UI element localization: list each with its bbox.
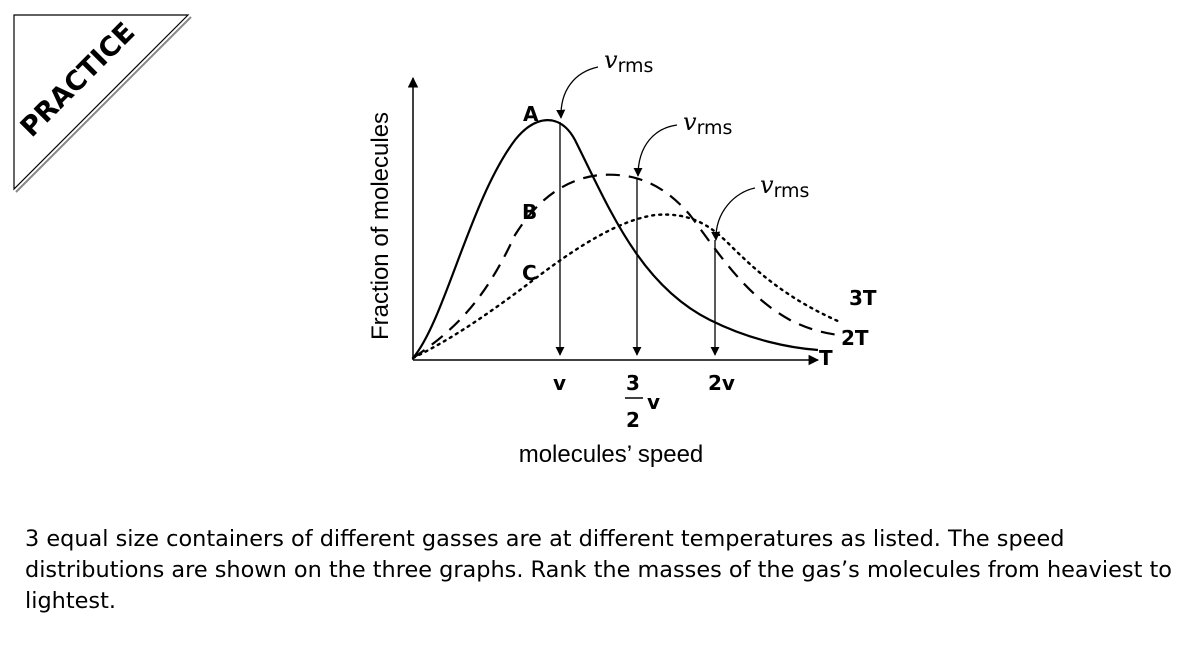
curve-a-solid [412, 119, 819, 359]
vrms-label-a: vrms [604, 46, 653, 77]
temperature-label-3t: 3T [849, 286, 877, 310]
y-axis-title: Fraction of molecules [367, 112, 394, 340]
vrms-label-b: vrms [683, 108, 732, 139]
curve-b-dashed [412, 173, 839, 359]
tick-label-v: v [553, 371, 566, 395]
badge-triangle [13, 14, 190, 191]
speed-distribution-diagram: vrms vrms vrms A B C 3T 2T T v 3 2 v 2v … [367, 46, 877, 468]
x-axis-title: molecules’ speed [519, 441, 704, 468]
temperature-label-2t: 2T [841, 326, 869, 350]
practice-badge: PRACTICE [13, 14, 192, 193]
vrms-pointer-b [633, 124, 678, 177]
curve-c-dotted [411, 213, 842, 360]
curve-letter-a: A [523, 102, 539, 126]
tick-label-frac-v: v [647, 390, 660, 414]
tick-label-2v: 2v [708, 371, 735, 395]
tick-label-frac-den: 2 [626, 408, 640, 432]
curve-letter-b: B [522, 200, 537, 224]
vrms-pointer-a [556, 66, 599, 119]
temperature-label-t: T [819, 346, 833, 370]
vrms-pointer-c [711, 187, 756, 241]
question-text: 3 equal size containers of different gas… [25, 526, 1172, 614]
vrms-label-c: vrms [760, 171, 809, 202]
tick-label-frac-num: 3 [626, 371, 640, 395]
curve-letter-c: C [522, 261, 537, 285]
